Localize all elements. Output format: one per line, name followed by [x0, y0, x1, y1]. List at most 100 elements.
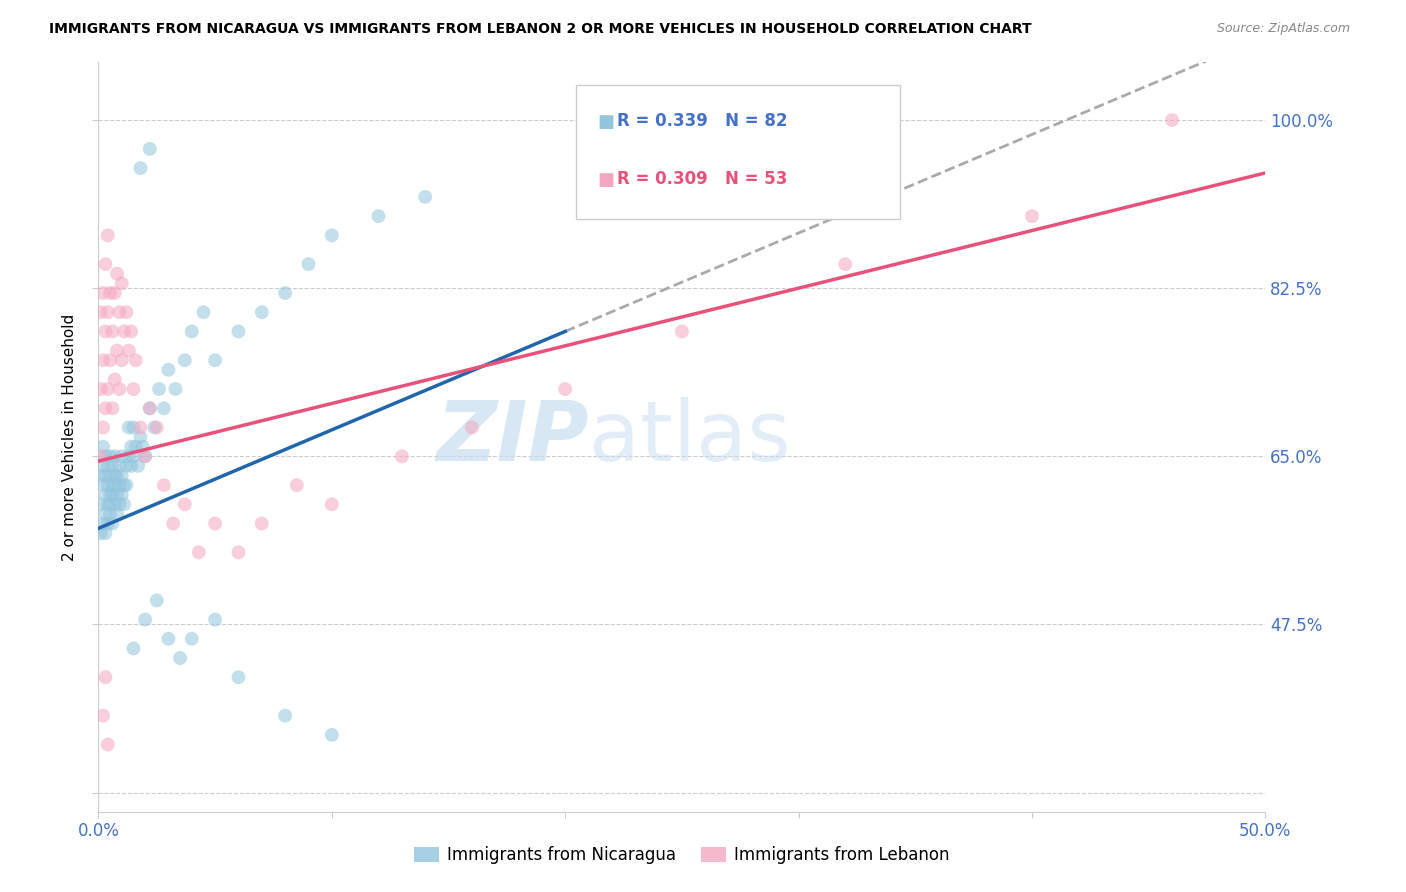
- Text: atlas: atlas: [589, 397, 790, 477]
- Point: [129, 161, 152, 175]
- Point: [104, 478, 127, 492]
- Point: [111, 450, 134, 464]
- Point: [125, 353, 148, 368]
- Text: ■: ■: [598, 113, 614, 131]
- Point: [108, 497, 131, 511]
- Point: [122, 641, 145, 656]
- Point: [97, 738, 120, 752]
- Point: [1161, 113, 1184, 128]
- Point: [148, 382, 170, 396]
- Point: [104, 497, 127, 511]
- Point: [115, 458, 138, 473]
- Point: [111, 353, 134, 368]
- Point: [115, 478, 138, 492]
- Point: [274, 708, 297, 723]
- Point: [98, 468, 121, 483]
- Point: [1021, 209, 1043, 223]
- Point: [204, 353, 226, 368]
- Point: [94, 325, 117, 339]
- Point: [173, 353, 195, 368]
- Point: [118, 343, 141, 358]
- Point: [97, 382, 120, 396]
- Point: [120, 325, 142, 339]
- Point: [101, 488, 124, 502]
- Point: [101, 325, 124, 339]
- Point: [139, 142, 162, 156]
- Point: [139, 401, 162, 416]
- Point: [139, 401, 162, 416]
- Point: [91, 440, 114, 454]
- Point: [105, 267, 128, 281]
- Point: [97, 478, 120, 492]
- Point: [104, 372, 127, 386]
- Point: [122, 382, 145, 396]
- Point: [129, 420, 152, 434]
- Point: [146, 593, 169, 607]
- Point: [671, 325, 693, 339]
- Point: [97, 458, 120, 473]
- Point: [91, 353, 114, 368]
- Point: [101, 478, 124, 492]
- Point: [90, 468, 112, 483]
- Point: [111, 277, 134, 291]
- Point: [94, 450, 117, 464]
- Point: [413, 190, 436, 204]
- Point: [90, 305, 112, 319]
- Point: [105, 507, 128, 521]
- Point: [157, 363, 180, 377]
- Point: [461, 420, 484, 434]
- Point: [118, 420, 141, 434]
- Point: [115, 305, 138, 319]
- Point: [285, 478, 308, 492]
- Point: [98, 285, 121, 300]
- Point: [94, 507, 117, 521]
- Point: [91, 516, 114, 531]
- Point: [91, 478, 114, 492]
- Point: [108, 478, 131, 492]
- Point: [94, 670, 117, 684]
- Point: [132, 440, 155, 454]
- Point: [98, 450, 121, 464]
- Text: IMMIGRANTS FROM NICARAGUA VS IMMIGRANTS FROM LEBANON 2 OR MORE VEHICLES IN HOUSE: IMMIGRANTS FROM NICARAGUA VS IMMIGRANTS …: [49, 22, 1032, 37]
- Point: [169, 651, 191, 665]
- Point: [297, 257, 319, 271]
- Point: [228, 325, 250, 339]
- Point: [112, 497, 135, 511]
- Point: [134, 450, 156, 464]
- Point: [125, 440, 148, 454]
- Text: R = 0.339   N = 82: R = 0.339 N = 82: [617, 112, 787, 130]
- Point: [105, 468, 128, 483]
- Point: [98, 497, 121, 511]
- Point: [98, 507, 121, 521]
- Point: [111, 468, 134, 483]
- Point: [112, 478, 135, 492]
- Point: [180, 325, 202, 339]
- Point: [112, 325, 135, 339]
- Point: [94, 401, 117, 416]
- Point: [162, 516, 184, 531]
- Text: R = 0.309   N = 53: R = 0.309 N = 53: [617, 170, 787, 188]
- Point: [94, 526, 117, 541]
- Point: [91, 285, 114, 300]
- Point: [101, 401, 124, 416]
- Point: [108, 305, 131, 319]
- Point: [97, 305, 120, 319]
- Point: [165, 382, 187, 396]
- Point: [367, 209, 389, 223]
- Text: ZIP: ZIP: [436, 397, 589, 477]
- Point: [105, 343, 128, 358]
- Point: [97, 228, 120, 243]
- Point: [97, 497, 120, 511]
- Text: Source: ZipAtlas.com: Source: ZipAtlas.com: [1216, 22, 1350, 36]
- Point: [134, 613, 156, 627]
- Point: [321, 728, 343, 742]
- Point: [108, 458, 131, 473]
- Point: [134, 450, 156, 464]
- Point: [91, 420, 114, 434]
- Point: [173, 497, 195, 511]
- Point: [129, 430, 152, 444]
- Point: [120, 458, 142, 473]
- Point: [90, 526, 112, 541]
- Point: [152, 401, 174, 416]
- Point: [204, 613, 226, 627]
